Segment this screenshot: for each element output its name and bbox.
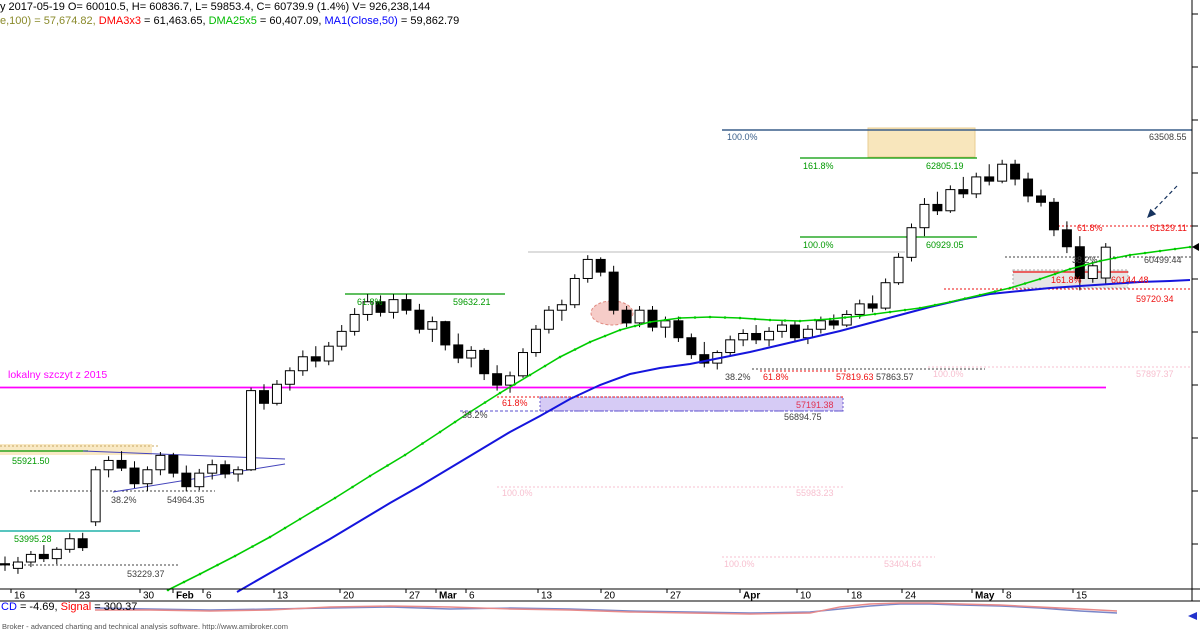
svg-text:27: 27	[670, 591, 682, 602]
svg-text:53229.37: 53229.37	[127, 569, 165, 579]
svg-text:63508.55: 63508.55	[1149, 132, 1187, 142]
svg-text:57863.57: 57863.57	[876, 372, 914, 382]
trend-arrow-line	[1151, 185, 1178, 213]
annotation-boxes-layer	[0, 127, 1129, 455]
svg-text:6: 6	[469, 591, 475, 602]
svg-text:Feb: Feb	[176, 591, 194, 602]
svg-text:55921.50: 55921.50	[12, 456, 50, 466]
svg-text:61.8%: 61.8%	[502, 398, 528, 408]
svg-text:100.0%: 100.0%	[803, 240, 834, 250]
macd-signal-line	[95, 602, 1118, 615]
svg-text:61.8%: 61.8%	[357, 297, 383, 307]
svg-text:16: 16	[14, 591, 26, 602]
text-segment: = -4.69,	[16, 601, 61, 613]
svg-text:61.8%: 61.8%	[763, 372, 789, 382]
text-segment: = 60,407.09,	[256, 15, 325, 27]
svg-text:24: 24	[905, 591, 917, 602]
svg-text:Mar: Mar	[439, 591, 457, 602]
macd-panel-label: CD = -4.69, Signal = 300.37	[1, 601, 137, 613]
svg-text:100.0%: 100.0%	[933, 369, 964, 379]
text-segment: y 2017-05-19 O= 60010.5, H= 60836.7, L= …	[0, 1, 431, 13]
fib-labels-layer: 100.0% 63508.55 161.8% 62805.19 100.0% 60929.…	[8, 132, 1187, 579]
svg-text:10: 10	[800, 591, 812, 602]
price-axis[interactable]	[1191, 0, 1198, 601]
svg-text:100.0%: 100.0%	[502, 488, 533, 498]
svg-text:57819.63: 57819.63	[836, 372, 874, 382]
svg-text:lokalny szczyt z 2015: lokalny szczyt z 2015	[8, 369, 107, 381]
text-segment: = 300.37	[91, 601, 138, 613]
date-axis[interactable]: 16 23 30 Feb 6 13 20 27 Mar 6 13 20 27 Apr 10 18 24 May 8 1…	[0, 588, 1200, 602]
macd-value-marker-icon	[1188, 612, 1197, 620]
svg-text:61329.11: 61329.11	[1150, 223, 1187, 233]
svg-text:59632.21: 59632.21	[453, 297, 491, 307]
fib-level-lines-layer	[0, 129, 1192, 566]
svg-text:60144.48: 60144.48	[1111, 275, 1149, 285]
svg-text:56894.75: 56894.75	[784, 412, 822, 422]
svg-text:20: 20	[343, 591, 355, 602]
text-segment: DMA25x5	[208, 15, 257, 27]
svg-text:61.8%: 61.8%	[1077, 223, 1103, 233]
text-segment: MA1(Close,50)	[324, 15, 398, 27]
text-segment: Signal	[60, 601, 92, 613]
svg-text:20: 20	[604, 591, 616, 602]
svg-text:23: 23	[79, 591, 91, 602]
svg-text:100.0%: 100.0%	[724, 559, 755, 569]
svg-text:38.2%: 38.2%	[462, 410, 488, 420]
svg-text:38.2%: 38.2%	[111, 495, 137, 505]
svg-text:18: 18	[851, 591, 863, 602]
svg-text:60929.05: 60929.05	[926, 240, 964, 250]
svg-text:30: 30	[143, 591, 155, 602]
candles-layer	[0, 159, 1111, 574]
indicator-header-line: e,100) = 57,674.82, DMA3x3 = 61,463.65, …	[0, 15, 459, 27]
trend-arrow-head-icon	[1147, 208, 1157, 218]
svg-text:13: 13	[541, 591, 553, 602]
svg-text:57897.37: 57897.37	[1136, 369, 1174, 379]
text-segment: = 61,463.65,	[140, 15, 209, 27]
svg-text:38.2%: 38.2%	[725, 372, 751, 382]
svg-text:57191.38: 57191.38	[796, 400, 834, 410]
ma-green-markers	[166, 245, 1192, 592]
svg-text:15: 15	[1076, 591, 1088, 602]
svg-text:59720.34: 59720.34	[1136, 294, 1174, 304]
svg-text:6: 6	[206, 591, 212, 602]
svg-text:161.8%: 161.8%	[803, 161, 834, 171]
svg-text:Apr: Apr	[743, 591, 760, 602]
svg-text:54964.35: 54964.35	[167, 495, 205, 505]
text-segment: e,100) = 57,674.82,	[0, 15, 99, 27]
ma-green-line	[167, 246, 1191, 591]
svg-text:53995.28: 53995.28	[14, 534, 52, 544]
svg-text:8: 8	[1006, 591, 1012, 602]
svg-text:53404.64: 53404.64	[884, 559, 922, 569]
quote-header-line: y 2017-05-19 O= 60010.5, H= 60836.7, L= …	[0, 1, 430, 13]
svg-text:38.2%: 38.2%	[1072, 255, 1098, 265]
svg-text:May: May	[975, 591, 995, 602]
svg-text:60499.44: 60499.44	[1144, 255, 1182, 265]
svg-text:13: 13	[277, 591, 289, 602]
svg-text:27: 27	[409, 591, 421, 602]
amibroker-footer-credit: Broker - advanced charting and technical…	[2, 622, 288, 630]
text-segment: = 59,862.79	[397, 15, 460, 27]
ma-blue-line	[236, 279, 1191, 593]
text-segment: DMA3x3	[98, 15, 141, 27]
last-price-marker-icon	[1192, 243, 1199, 251]
svg-text:55983.23: 55983.23	[796, 488, 834, 498]
svg-text:62805.19: 62805.19	[926, 161, 964, 171]
svg-text:100.0%: 100.0%	[727, 132, 758, 142]
svg-text:161.8%: 161.8%	[1051, 275, 1082, 285]
text-segment: CD	[1, 601, 17, 613]
